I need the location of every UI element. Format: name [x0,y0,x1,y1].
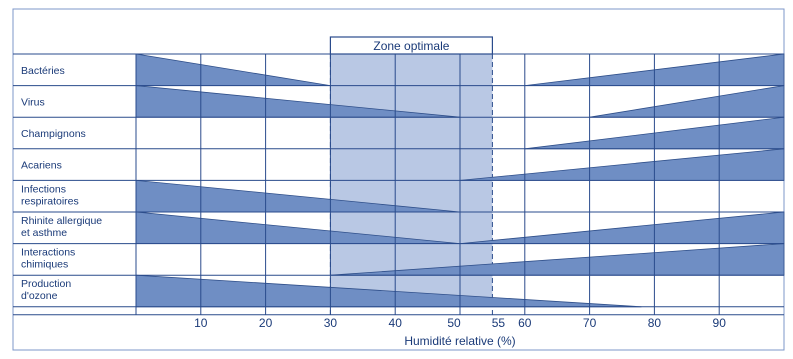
optimal-zone-label: Zone optimale [373,39,449,53]
x-axis-label: Humidité relative (%) [404,334,515,348]
row-label-1: Bactéries [21,65,65,77]
x-tick-label-50: 50 [447,316,461,330]
x-tick-label-55: 55 [492,316,506,330]
x-tick-label-90: 90 [713,316,727,330]
x-tick-label-40: 40 [389,316,403,330]
row-label-3: Champignons [21,128,86,140]
x-tick-label-20: 20 [259,316,273,330]
x-tick-label-10: 10 [194,316,208,330]
row-label-7: Interactions chimiques [21,247,75,271]
x-tick-label-70: 70 [583,316,597,330]
row-label-4: Acariens [21,160,62,172]
x-tick-label-60: 60 [518,316,532,330]
x-tick-label-30: 30 [324,316,338,330]
row-label-8: Production d'ozone [21,278,71,302]
row-label-2: Virus [21,96,45,108]
x-tick-label-80: 80 [648,316,662,330]
row-label-6: Rhinite allergique et asthme [21,215,102,239]
row-label-5: Infections respiratoires [21,183,79,207]
